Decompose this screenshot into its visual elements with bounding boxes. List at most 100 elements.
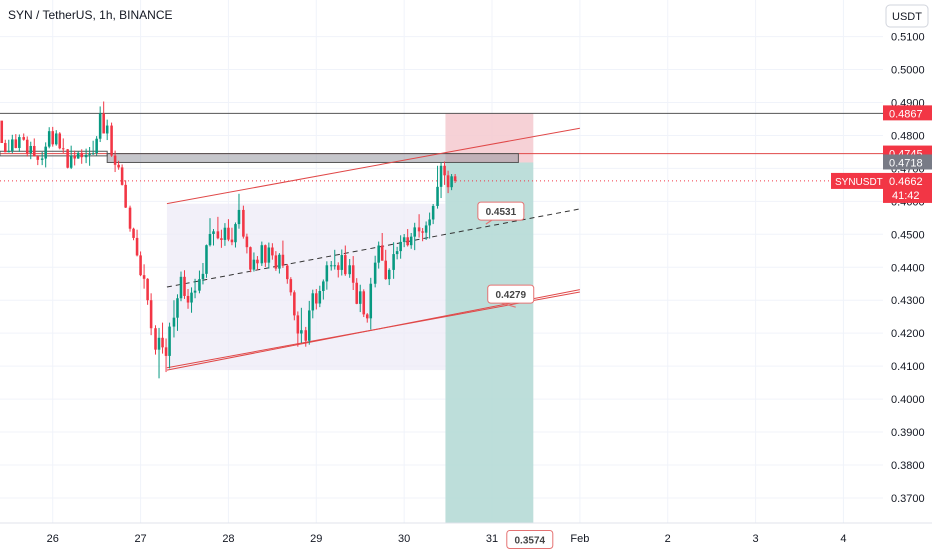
candle <box>373 255 377 288</box>
drawings <box>0 112 883 524</box>
candle <box>179 271 183 302</box>
channel-lower-line-2[interactable] <box>166 291 580 369</box>
candle-body <box>22 137 26 140</box>
candle <box>88 146 91 166</box>
symbol-label: SYNUSDT <box>835 177 883 188</box>
candle-body <box>58 133 62 149</box>
candle-body <box>256 259 259 264</box>
candle-body <box>208 233 212 246</box>
candle-body <box>183 276 186 296</box>
candle <box>102 101 105 134</box>
candle <box>157 327 161 379</box>
candle <box>260 241 264 266</box>
price-tick: 0.4800 <box>891 130 925 142</box>
range-box[interactable] <box>0 150 108 157</box>
candle <box>61 138 65 153</box>
candle-body <box>289 279 293 293</box>
candle <box>450 174 453 191</box>
candle <box>183 270 186 299</box>
price-tick: 0.3700 <box>891 493 925 505</box>
candle-body <box>369 283 373 319</box>
candle-body <box>128 207 132 229</box>
candles <box>0 101 457 379</box>
candle <box>69 145 73 170</box>
candle-body <box>278 254 281 269</box>
candle-body <box>428 219 431 226</box>
candle <box>439 162 443 199</box>
symbol-label-bg <box>831 172 883 189</box>
supply-zone[interactable] <box>106 153 519 163</box>
candle <box>29 141 33 160</box>
candle-body <box>154 328 157 350</box>
price-tick: 0.3900 <box>891 427 925 439</box>
candle <box>105 119 109 141</box>
candle-body <box>201 273 205 280</box>
candle-body <box>274 255 278 269</box>
candle-body <box>205 245 208 274</box>
price-tick: 0.4100 <box>891 361 925 373</box>
candle <box>186 289 190 309</box>
time-tick: 26 <box>47 533 59 545</box>
candle-body <box>417 227 421 232</box>
price-tick: 0.3800 <box>891 460 925 472</box>
candle-body <box>193 290 197 293</box>
candle <box>365 313 369 323</box>
candle <box>293 290 296 321</box>
candle-body <box>7 150 11 153</box>
candle-body <box>267 247 271 263</box>
candle <box>304 326 308 347</box>
candle-body <box>406 237 409 246</box>
candle-body <box>453 176 457 181</box>
candle-body <box>436 186 439 206</box>
candle-body <box>216 231 220 239</box>
candle <box>234 222 237 248</box>
time-tick: 3 <box>753 533 759 545</box>
channel-midline[interactable] <box>166 208 580 288</box>
candle-body <box>105 125 109 134</box>
candle <box>73 150 76 166</box>
candle <box>3 139 7 153</box>
candle <box>135 229 139 257</box>
candle-body <box>392 254 395 270</box>
candle <box>252 252 256 272</box>
price-label-bg <box>883 105 932 121</box>
time-tick: 30 <box>398 533 410 545</box>
candle <box>149 293 153 336</box>
candle-body <box>110 125 113 156</box>
price-callout[interactable]: 0.3574 <box>506 529 554 549</box>
candle <box>409 232 413 249</box>
price-callout[interactable]: 0.4531 <box>477 201 525 225</box>
candle <box>417 214 421 238</box>
candle <box>443 161 446 185</box>
candle-body <box>157 337 161 350</box>
candle-body <box>333 265 337 267</box>
candle <box>369 277 373 330</box>
candle-body <box>325 265 329 282</box>
candle-body <box>161 337 164 348</box>
candle-body <box>198 279 201 291</box>
price-label: 0.4867 <box>889 108 923 120</box>
time-tick: 27 <box>134 533 146 545</box>
currency-label: USDT <box>892 11 922 23</box>
candle <box>32 138 36 157</box>
candle-body <box>220 238 223 240</box>
candle <box>264 244 267 267</box>
channel-upper-line[interactable] <box>166 127 580 205</box>
candle <box>406 229 409 247</box>
candle-body <box>296 315 300 334</box>
callout-label: 0.3574 <box>515 535 546 546</box>
price-callout[interactable]: 0.4279 <box>487 284 535 308</box>
candle <box>98 106 102 143</box>
candle-body <box>117 164 120 168</box>
currency-button[interactable] <box>885 4 929 28</box>
price-label: 0.4718 <box>889 157 923 169</box>
candle-body <box>25 139 29 154</box>
candle-body <box>168 326 171 356</box>
take-profit-zone[interactable] <box>445 162 534 524</box>
candle-body <box>176 298 179 318</box>
candle <box>446 170 450 194</box>
candle-body <box>271 247 274 256</box>
candle <box>220 229 223 248</box>
candle <box>120 164 124 186</box>
